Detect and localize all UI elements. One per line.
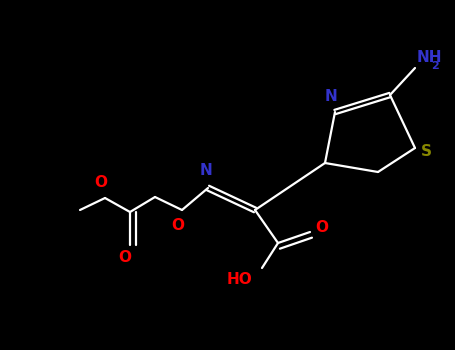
Text: HO: HO [227,272,253,287]
Text: S: S [421,145,432,160]
Text: O: O [315,219,328,234]
Text: NH: NH [417,50,443,65]
Text: N: N [324,89,337,104]
Text: O: O [95,175,107,190]
Text: 2: 2 [431,61,439,71]
Text: O: O [172,218,184,233]
Text: N: N [200,163,212,178]
Text: O: O [118,250,131,265]
